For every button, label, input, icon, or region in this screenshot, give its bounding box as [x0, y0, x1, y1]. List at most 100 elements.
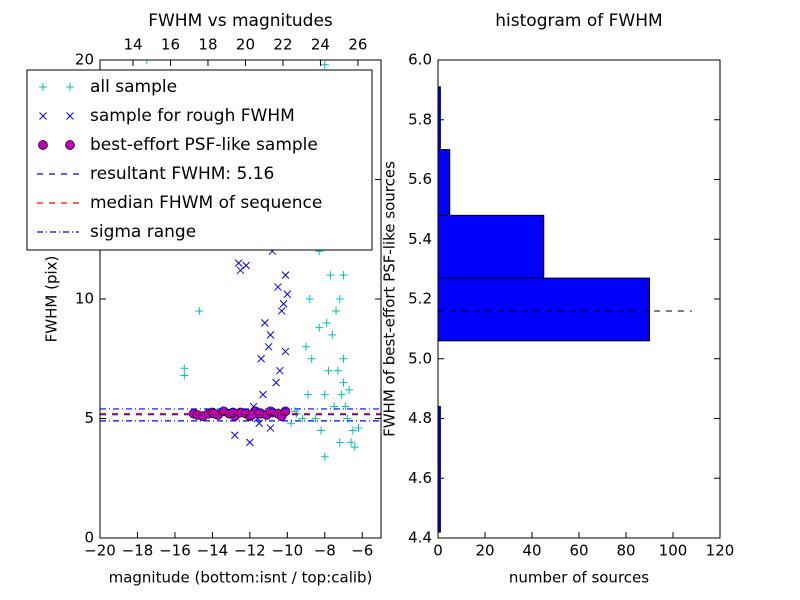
- legend-label: median FHWM of sequence: [90, 193, 322, 213]
- y-tick-label: 5.6: [408, 170, 432, 188]
- chart-title: FWHM vs magnitudes: [148, 11, 333, 31]
- point: [326, 271, 335, 280]
- point: [347, 438, 356, 447]
- point: [320, 452, 329, 461]
- bar: [437, 214, 545, 279]
- legend-label: sigma range: [90, 222, 196, 242]
- point: [315, 323, 324, 332]
- point: [298, 414, 307, 423]
- x-tick-label: −18: [122, 542, 154, 560]
- point: [339, 271, 348, 280]
- point: [281, 271, 290, 279]
- legend-marker: [66, 112, 74, 120]
- point: [307, 354, 316, 363]
- x-tick-label: −8: [314, 542, 336, 560]
- x2-tick-label: 22: [273, 36, 292, 54]
- x2-tick-label: 24: [311, 36, 330, 54]
- y-axis-label: FWHM (pix): [43, 256, 61, 343]
- point: [260, 319, 269, 327]
- y-tick-label: 5: [84, 409, 94, 427]
- x-axis-label: magnitude (bottom:isnt / top:calib): [109, 569, 373, 587]
- point: [341, 402, 350, 411]
- point: [246, 438, 254, 447]
- axes-frame: [99, 59, 382, 539]
- x-tick-label: 40: [522, 542, 541, 560]
- legend-marker: [65, 140, 75, 150]
- y-tick-label: 4.4: [408, 529, 432, 547]
- legend-label: sample for rough FWHM: [90, 106, 295, 126]
- y-tick-label: 4.6: [408, 469, 432, 487]
- legend-marker: [66, 83, 74, 91]
- point: [348, 426, 357, 435]
- point: [275, 366, 284, 375]
- point: [302, 342, 311, 351]
- y-tick-label: 5.0: [408, 349, 432, 367]
- x-tick-label: −20: [84, 542, 116, 560]
- x-tick-label: −16: [159, 542, 191, 560]
- legend-box: [26, 69, 373, 251]
- point: [279, 299, 288, 308]
- point: [234, 259, 243, 268]
- legend-marker: [39, 83, 47, 91]
- point: [266, 330, 275, 339]
- legend-label: all sample: [90, 77, 177, 97]
- point: [335, 438, 344, 447]
- point: [142, 60, 151, 64]
- point: [264, 342, 273, 351]
- point: [242, 261, 250, 270]
- x-tick-label: −6: [351, 542, 373, 560]
- bar: [437, 149, 451, 216]
- x-tick-label: −14: [197, 542, 229, 560]
- point: [195, 306, 204, 315]
- point: [277, 307, 286, 315]
- point: [257, 354, 265, 363]
- x-axis-label: number of sources: [509, 569, 649, 587]
- x2-tick-label: 16: [161, 36, 180, 54]
- point: [339, 354, 348, 363]
- point: [350, 443, 359, 452]
- point: [317, 426, 326, 435]
- point: [281, 347, 290, 356]
- point: [305, 295, 314, 303]
- legend-label: resultant FWHM: 5.16: [90, 164, 274, 184]
- x-tick-label: 100: [659, 542, 688, 560]
- x-tick-label: 120: [706, 542, 735, 560]
- point: [259, 390, 267, 399]
- y-tick-label: 0: [84, 529, 94, 547]
- y-tick-label: 6.0: [408, 51, 432, 69]
- point: [266, 424, 275, 432]
- x-tick-label: 60: [569, 542, 588, 560]
- point: [322, 318, 331, 327]
- y-tick-label: 5.8: [408, 110, 432, 128]
- point: [339, 378, 348, 387]
- x2-tick-label: 18: [198, 36, 217, 54]
- point: [180, 371, 189, 380]
- point: [272, 378, 280, 387]
- point: [354, 424, 363, 433]
- x-tick-label: −12: [234, 542, 266, 560]
- point: [328, 330, 337, 339]
- y-tick-label: 4.8: [408, 409, 432, 427]
- y-axis-label: FWHM of best-effort PSF-like sources: [381, 161, 399, 437]
- point: [333, 366, 342, 375]
- chart-title: histogram of FWHM: [495, 11, 662, 31]
- point: [283, 290, 292, 299]
- x2-tick-label: 14: [123, 36, 142, 54]
- x-tick-label: 80: [616, 542, 635, 560]
- point: [332, 306, 341, 315]
- legend-marker: [39, 112, 47, 120]
- point: [231, 431, 239, 440]
- point: [311, 414, 320, 423]
- point: [335, 295, 344, 303]
- y-tick-label: 5.4: [408, 230, 432, 248]
- point: [345, 385, 354, 394]
- point: [236, 266, 245, 275]
- point: [274, 283, 282, 291]
- point: [324, 366, 333, 375]
- bar: [437, 277, 650, 342]
- y-tick-label: 10: [75, 290, 94, 308]
- y-tick-label: 5.2: [408, 290, 432, 308]
- point: [320, 390, 329, 399]
- point: [303, 390, 312, 399]
